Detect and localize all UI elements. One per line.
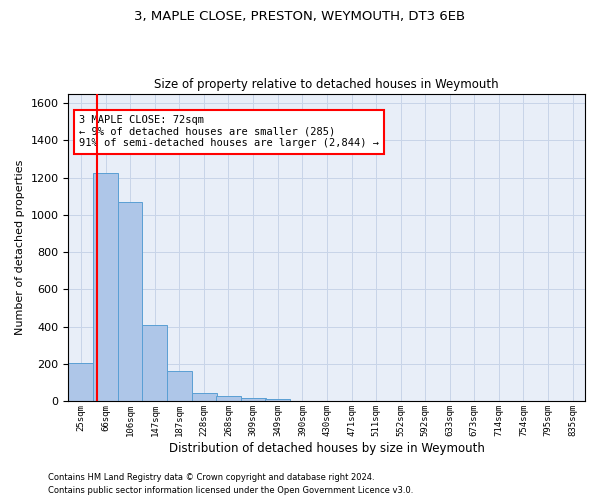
Y-axis label: Number of detached properties: Number of detached properties [15,160,25,335]
Bar [265,399,290,402]
Bar [93,173,118,402]
Bar [167,371,191,402]
Text: Contains HM Land Registry data © Crown copyright and database right 2024.
Contai: Contains HM Land Registry data © Crown c… [48,474,413,495]
Bar [68,363,93,402]
Bar [191,393,217,402]
Bar [216,396,241,402]
Bar [142,325,167,402]
Text: 3, MAPLE CLOSE, PRESTON, WEYMOUTH, DT3 6EB: 3, MAPLE CLOSE, PRESTON, WEYMOUTH, DT3 6… [134,10,466,23]
Title: Size of property relative to detached houses in Weymouth: Size of property relative to detached ho… [154,78,499,91]
Text: 3 MAPLE CLOSE: 72sqm
← 9% of detached houses are smaller (285)
91% of semi-detac: 3 MAPLE CLOSE: 72sqm ← 9% of detached ho… [79,115,379,148]
Bar [118,202,142,402]
Bar [241,398,266,402]
X-axis label: Distribution of detached houses by size in Weymouth: Distribution of detached houses by size … [169,442,485,455]
